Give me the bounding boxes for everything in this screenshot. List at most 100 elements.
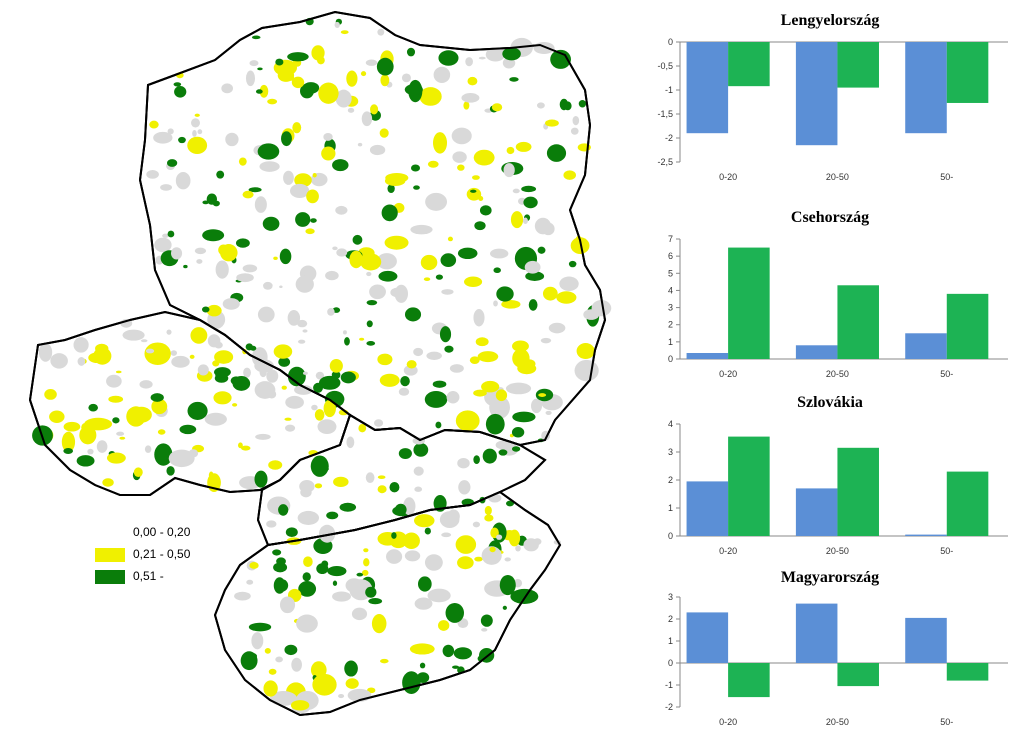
map-patch xyxy=(275,656,283,663)
map-patch xyxy=(370,104,379,115)
map-patch xyxy=(398,387,410,396)
map-patch xyxy=(329,359,343,373)
map-patch xyxy=(139,380,153,389)
y-tick-label: 5 xyxy=(668,268,673,278)
map-patch xyxy=(206,193,218,205)
map-patch xyxy=(133,467,143,478)
map-patch xyxy=(570,127,579,135)
y-tick-label: 2 xyxy=(668,475,673,485)
y-tick-label: -2 xyxy=(665,133,673,143)
map-patch xyxy=(171,355,190,368)
map-patch xyxy=(439,326,452,343)
map-patch xyxy=(414,486,423,492)
map-patch xyxy=(365,59,378,66)
bar xyxy=(946,663,989,681)
map-patch xyxy=(168,449,195,468)
map-patch xyxy=(174,86,187,98)
map-patch xyxy=(346,70,358,87)
map-patch xyxy=(300,487,312,498)
map-patch xyxy=(187,401,208,420)
map-patch xyxy=(556,291,577,304)
map-patch xyxy=(249,60,259,67)
map-patch xyxy=(50,353,68,369)
map-patch xyxy=(481,380,500,393)
map-patch xyxy=(347,107,355,113)
map-patch xyxy=(377,353,393,366)
map-patch xyxy=(302,572,311,582)
map-patch xyxy=(197,129,203,135)
map-patch xyxy=(512,340,529,352)
map-patch xyxy=(275,58,284,66)
map-patch xyxy=(255,89,263,94)
map-patch xyxy=(332,591,351,602)
map-patch xyxy=(360,71,367,77)
map-patch xyxy=(441,532,452,538)
map-patch xyxy=(333,476,349,488)
map-patch xyxy=(122,329,145,341)
map-patch xyxy=(302,329,308,333)
y-tick-label: -1 xyxy=(665,680,673,690)
map-patch xyxy=(188,449,199,458)
map-patch xyxy=(457,457,470,469)
map-patch xyxy=(332,246,338,251)
map-patch xyxy=(310,218,317,223)
y-tick-label: -2,5 xyxy=(657,157,673,167)
map-patch xyxy=(336,248,348,257)
map-patch xyxy=(435,274,443,280)
map-patch xyxy=(446,391,460,404)
x-tick-label: 50- xyxy=(940,717,953,727)
map-patch xyxy=(439,511,460,528)
map-patch xyxy=(292,122,302,134)
map-patch xyxy=(474,221,486,231)
map-patch xyxy=(413,466,424,476)
map-patch xyxy=(391,532,397,539)
map-patch xyxy=(238,442,243,449)
map-patch xyxy=(166,329,172,335)
map-patch xyxy=(493,300,498,307)
map-patch xyxy=(246,652,258,660)
chart-title: Lengyelország xyxy=(780,12,880,29)
map-patch xyxy=(499,574,516,596)
map-patch xyxy=(216,170,225,179)
y-tick-label: 0 xyxy=(668,531,673,541)
map-patch xyxy=(268,668,277,675)
map-patch xyxy=(116,431,125,436)
chart-csehorszag: Csehország 7 6 5 4 3 2 1 0 0-20 20-50 50- xyxy=(640,205,1020,385)
map-patch xyxy=(338,694,345,699)
map-patch xyxy=(344,660,358,677)
legend-swatch-white xyxy=(95,526,125,540)
map-patch xyxy=(465,57,473,67)
bar xyxy=(686,353,729,359)
map-patch xyxy=(222,298,240,310)
y-tick-label: 4 xyxy=(668,285,673,295)
map-patch xyxy=(373,419,384,427)
map-patch xyxy=(214,367,231,378)
map-patch xyxy=(140,339,148,343)
map-patch xyxy=(279,596,296,614)
map-patch xyxy=(381,204,398,222)
map-patch xyxy=(108,395,124,403)
map-patch xyxy=(73,337,89,353)
map-patch xyxy=(511,446,521,452)
map-patch xyxy=(365,586,377,598)
x-tick-label: 50- xyxy=(940,172,953,182)
map-patch xyxy=(478,56,486,60)
y-tick-label: 1 xyxy=(668,337,673,347)
map-patch xyxy=(281,131,292,147)
map-patch xyxy=(242,190,254,199)
map-patch xyxy=(360,253,382,271)
map-patch xyxy=(197,364,209,376)
map-patch xyxy=(327,307,335,316)
map-patch xyxy=(424,554,443,571)
bar xyxy=(905,534,947,536)
map-patch xyxy=(457,556,474,570)
x-tick-label: 20-50 xyxy=(826,369,849,379)
map-patch xyxy=(369,284,386,300)
map-patch xyxy=(157,429,166,435)
y-tick-label: 7 xyxy=(668,234,673,244)
map-patch xyxy=(523,196,538,209)
map-patch xyxy=(190,327,208,344)
map-patch xyxy=(358,423,367,433)
map-patch xyxy=(521,185,537,193)
map-patch xyxy=(369,144,386,156)
